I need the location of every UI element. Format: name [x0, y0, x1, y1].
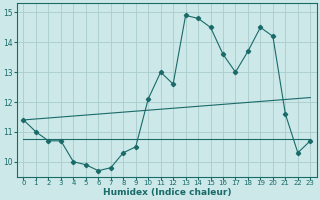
X-axis label: Humidex (Indice chaleur): Humidex (Indice chaleur) [103, 188, 231, 197]
